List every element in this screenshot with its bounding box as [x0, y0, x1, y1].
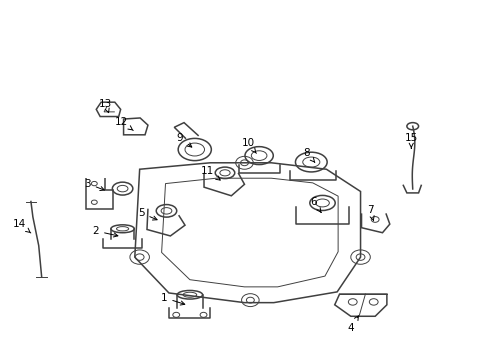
Text: 4: 4	[347, 316, 358, 333]
Text: 10: 10	[242, 139, 256, 153]
Text: 3: 3	[84, 179, 104, 190]
Text: 14: 14	[13, 219, 31, 233]
Text: 5: 5	[138, 208, 157, 220]
Text: 2: 2	[92, 226, 118, 237]
Text: 1: 1	[161, 293, 184, 305]
Text: 11: 11	[201, 166, 220, 180]
Text: 15: 15	[404, 133, 417, 148]
Text: 6: 6	[310, 197, 321, 212]
Text: 8: 8	[303, 148, 314, 162]
Text: 7: 7	[366, 206, 373, 221]
Text: 12: 12	[115, 117, 133, 130]
Text: 13: 13	[99, 99, 112, 113]
Text: 9: 9	[177, 133, 191, 147]
